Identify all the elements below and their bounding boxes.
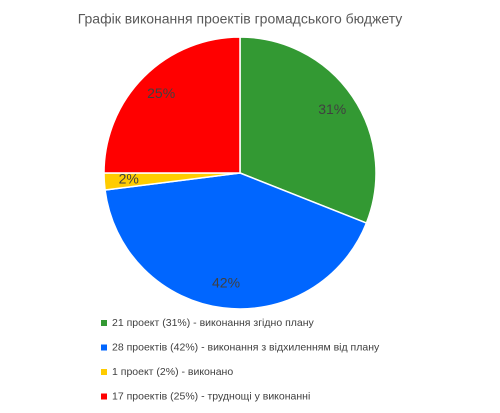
pie-slice [103,36,241,174]
data-label: 42% [212,274,240,290]
legend-label: 21 проект (31%) - виконання згідно плану [112,317,315,329]
pie-slice [239,36,377,225]
legend-marker [101,344,107,351]
data-label: 31% [318,101,346,117]
pie-slice [104,172,368,310]
data-label: 25% [147,85,175,101]
legend-label: 17 проектів (25%) - труднощі у виконанні [112,390,310,402]
chart-title: Графік виконання проектів громадського б… [78,11,403,27]
legend-marker [101,393,107,400]
legend-label: 1 проект (2%) - виконано [112,366,233,378]
legend-label: 28 проектів (42%) - виконання з відхилен… [112,341,380,353]
data-label: 2% [119,171,139,187]
legend-marker [101,320,107,326]
legend-marker [101,369,107,375]
